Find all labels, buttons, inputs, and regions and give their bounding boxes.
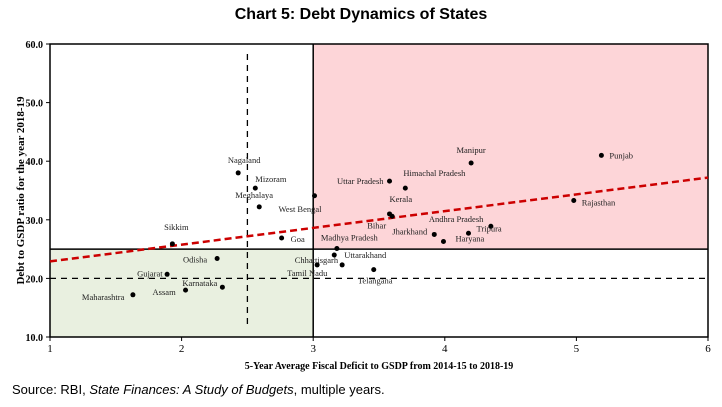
data-point (314, 262, 320, 268)
data-point (130, 292, 136, 298)
data-point (219, 284, 225, 290)
data-point (440, 238, 446, 244)
point-label: Himachal Pradesh (403, 168, 466, 178)
point-label: Andhra Pradesh (429, 214, 484, 224)
data-point (214, 255, 220, 261)
source-prefix: Source: RBI, (12, 382, 90, 397)
y-tick-label: 50.0 (26, 99, 44, 110)
source-suffix: , multiple years. (293, 382, 385, 397)
x-tick-label: 1 (47, 343, 53, 355)
point-label: Haryana (455, 233, 484, 243)
point-label: Odisha (183, 254, 207, 264)
plot-frame (49, 43, 709, 338)
data-point (256, 204, 262, 210)
point-label: Uttar Pradesh (337, 176, 384, 186)
data-point (488, 223, 494, 229)
data-point (598, 152, 604, 158)
x-axis-label: 5-Year Average Fiscal Deficit to GSDP fr… (245, 361, 514, 372)
point-label: Chhattisgarh (295, 255, 339, 265)
low-quadrant-region (50, 249, 314, 337)
data-point (371, 267, 377, 273)
data-point (235, 170, 241, 176)
point-label: Tripura (476, 223, 501, 233)
point-label: Madhya Pradesh (321, 233, 379, 243)
x-tick-label: 5 (574, 343, 580, 355)
point-label: Assam (153, 287, 177, 297)
data-point (431, 231, 437, 237)
point-label: Jharkhand (392, 226, 428, 236)
data-point (183, 287, 189, 293)
data-point (169, 241, 175, 247)
x-tick-label: 3 (310, 343, 316, 355)
data-point (279, 235, 285, 241)
data-point (164, 271, 170, 277)
point-label: Bihar (367, 220, 386, 230)
x-tick-label: 2 (179, 343, 185, 355)
point-label: Punjab (609, 150, 633, 160)
source-title: State Finances: A Study of Budgets (89, 382, 294, 397)
data-point (402, 185, 408, 191)
data-point (339, 262, 345, 268)
y-tick-label: 40.0 (26, 157, 44, 168)
data-point (468, 160, 474, 166)
x-tick-label: 4 (442, 343, 448, 355)
point-label: Mizoram (255, 174, 287, 184)
data-point (571, 197, 577, 203)
point-label: Sikkim (164, 222, 189, 232)
point-label: Rajasthan (582, 197, 616, 207)
point-label: Kerala (390, 194, 413, 204)
point-label: Tamil Nadu (287, 268, 328, 278)
data-point (312, 193, 318, 199)
point-label: Maharashtra (82, 292, 125, 302)
data-point (334, 246, 340, 252)
source-note: Source: RBI, State Finances: A Study of … (12, 382, 385, 397)
y-tick-label: 60.0 (26, 40, 44, 51)
point-label: Karnataka (182, 278, 217, 288)
chart-title: Chart 5: Debt Dynamics of States (234, 6, 488, 23)
point-label: Gujarat (137, 268, 163, 278)
data-point (387, 178, 393, 184)
y-tick-label: 10.0 (26, 333, 44, 344)
data-point (331, 252, 337, 258)
point-label: Telangana (358, 276, 393, 286)
y-tick-label: 20.0 (26, 274, 44, 285)
x-tick-label: 6 (705, 343, 711, 355)
y-tick-label: 30.0 (26, 216, 44, 227)
point-label: Goa (291, 234, 305, 244)
point-label: Uttarakhand (344, 250, 387, 260)
trend-line (49, 176, 709, 263)
point-label: Manipur (456, 145, 485, 155)
y-axis-label: Debt to GSDP ratio for the year 2018-19 (15, 96, 27, 285)
data-point (252, 185, 258, 191)
data-point (465, 230, 471, 236)
high-quadrant-region (313, 44, 708, 250)
point-label: Nagaland (228, 155, 261, 165)
scatter-chart: 1 2 3 4 5 6 10.0 20.0 30.0 40.0 50.0 60.0 5-Year Ave… (15, 40, 711, 372)
point-label: Meghalaya (235, 190, 273, 200)
data-point (389, 213, 395, 219)
point-label: West Bengal (279, 204, 323, 214)
